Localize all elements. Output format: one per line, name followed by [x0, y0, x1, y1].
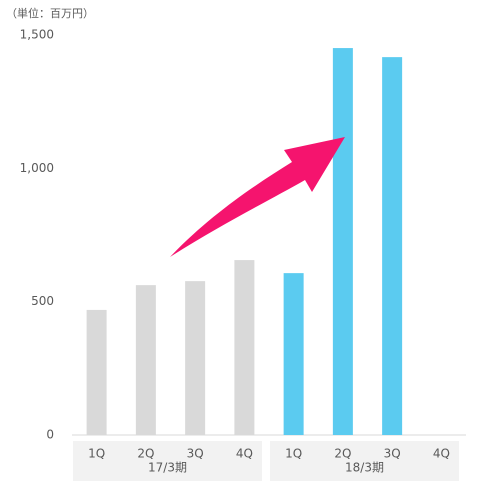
x-tick-label: 1Q [88, 447, 105, 461]
y-tick-label: 1,000 [20, 161, 54, 175]
x-tick-label: 4Q [236, 447, 253, 461]
group-label: 17/3期 [148, 461, 187, 475]
bar [234, 260, 255, 435]
bar [382, 57, 403, 436]
x-tick-label: 3Q [384, 447, 401, 461]
x-tick-label: 1Q [285, 447, 302, 461]
y-tick-label: 0 [46, 428, 54, 442]
y-tick-label: 1,500 [20, 28, 54, 42]
y-tick-label: 500 [31, 294, 54, 308]
bar [135, 285, 156, 435]
group-label: 18/3期 [345, 461, 384, 475]
trend-arrow [170, 137, 345, 257]
unit-label: （単位：百万円） [6, 6, 94, 20]
bar [283, 273, 304, 435]
x-tick-label: 2Q [334, 447, 351, 461]
bar [332, 48, 353, 436]
group-label-bg [73, 441, 262, 481]
bar [86, 309, 107, 435]
group-label-bg [270, 441, 459, 481]
bar [185, 281, 206, 435]
x-tick-label: 2Q [137, 447, 154, 461]
x-tick-label: 3Q [187, 447, 204, 461]
x-tick-label: 4Q [433, 447, 450, 461]
